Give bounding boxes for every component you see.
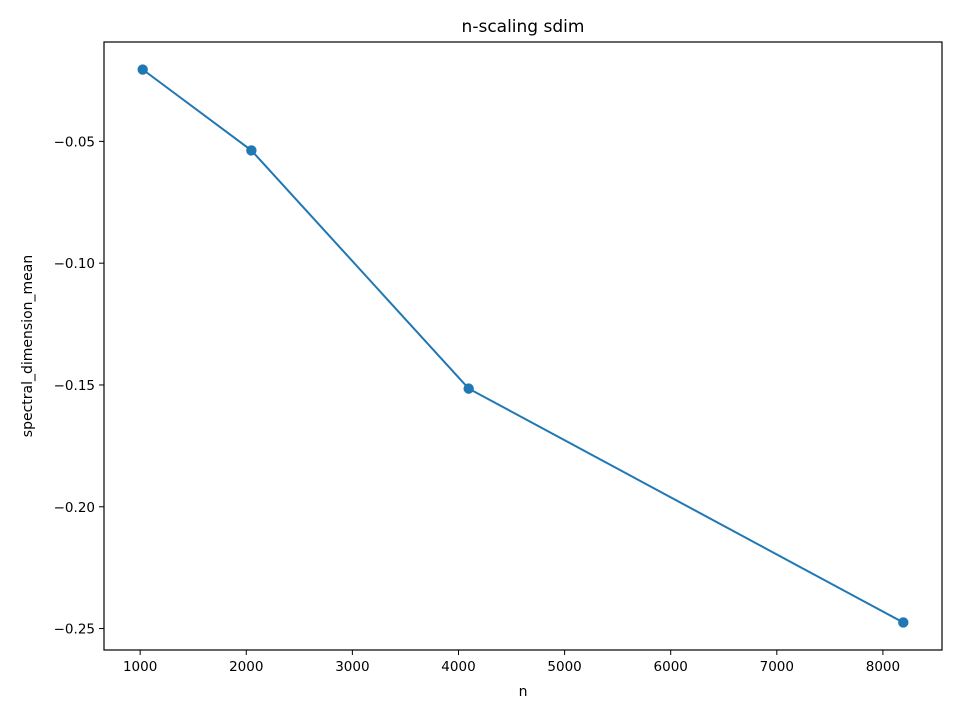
series-group xyxy=(137,64,909,628)
x-axis-label: n xyxy=(519,684,528,700)
y-tick-label: −0.20 xyxy=(54,500,95,516)
chart-title: n-scaling sdim xyxy=(462,17,585,37)
x-tick-label: 6000 xyxy=(654,659,688,675)
x-tick-label: 2000 xyxy=(229,659,263,675)
y-tick-label: −0.25 xyxy=(54,622,95,638)
x-tick-label: 1000 xyxy=(123,659,157,675)
y-axis-ticks: −0.05 −0.10 −0.15 −0.20 −0.25 xyxy=(54,134,104,638)
x-tick-label: 4000 xyxy=(441,659,475,675)
x-tick-label: 5000 xyxy=(547,659,581,675)
x-tick-label: 7000 xyxy=(760,659,794,675)
data-point xyxy=(137,64,148,75)
data-point xyxy=(246,145,257,156)
x-axis-ticks: 1000 2000 3000 4000 5000 6000 7000 8000 xyxy=(123,650,900,675)
y-tick-label: −0.15 xyxy=(54,378,95,394)
x-tick-label: 8000 xyxy=(866,659,900,675)
y-tick-label: −0.10 xyxy=(54,256,95,272)
data-point xyxy=(463,383,474,394)
y-tick-label: −0.05 xyxy=(54,134,95,150)
data-point xyxy=(898,617,909,628)
plot-frame xyxy=(103,41,943,651)
y-axis-label: spectral_dimension_mean xyxy=(20,255,36,437)
series-line xyxy=(142,68,904,624)
x-tick-label: 3000 xyxy=(335,659,369,675)
